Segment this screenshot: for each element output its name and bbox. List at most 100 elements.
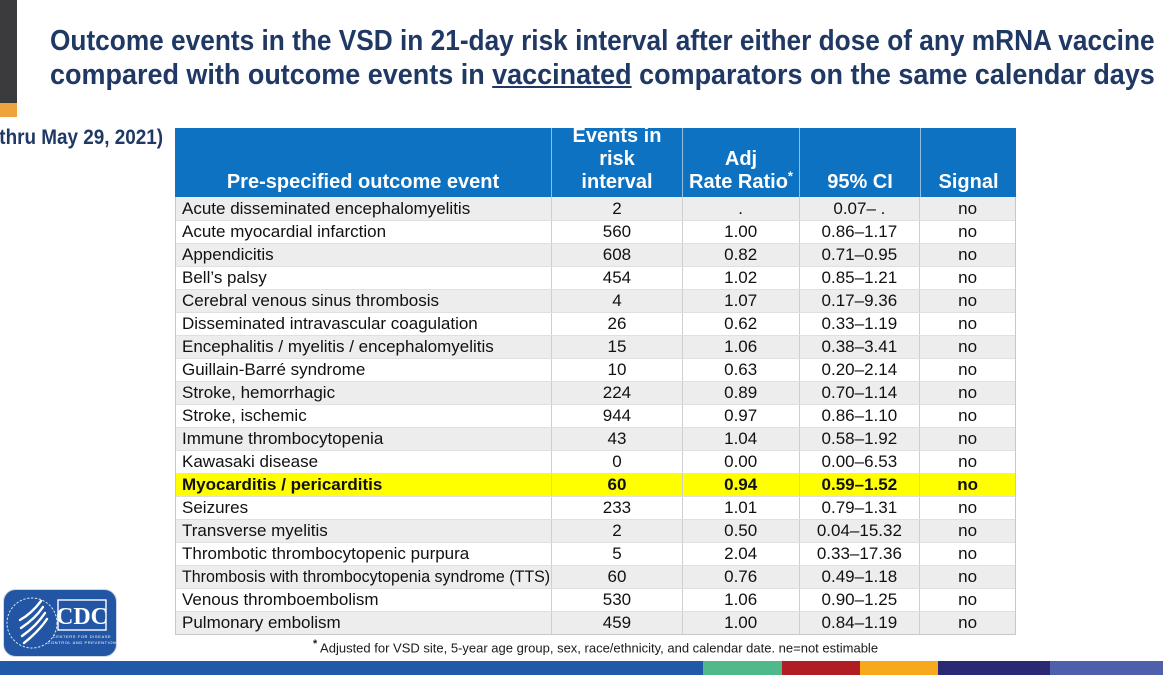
cell-signal: no [919, 451, 1015, 473]
cell-signal: no [919, 382, 1015, 404]
cell-outcome-event: Acute myocardial infarction [182, 222, 387, 241]
cell-signal: no [919, 405, 1015, 427]
cell-events-in-risk-interval: 4 [551, 290, 682, 312]
cell-adj-rate-ratio: 1.06 [681, 336, 799, 358]
cell-outcome-event: Venous thromboembolism [182, 590, 379, 609]
accent-bar-dark [0, 0, 17, 103]
cell-95-ci: 0.33–1.19 [798, 313, 920, 335]
cell-outcome-event: Myocarditis / pericarditis [182, 475, 383, 494]
cell-95-ci: 0.86–1.10 [798, 405, 920, 427]
cell-events-in-risk-interval: 5 [551, 543, 682, 565]
cell-outcome-event: Pulmonary embolism [182, 613, 341, 632]
header-signal: Signal [920, 128, 1016, 197]
cell-signal: no [919, 267, 1015, 289]
cell-adj-rate-ratio: . [681, 197, 799, 220]
cell-outcome-event: Stroke, ischemic [182, 406, 307, 425]
cell-events-in-risk-interval: 233 [551, 497, 682, 519]
slide-title: Outcome events in the VSD in 21-day risk… [50, 24, 1160, 92]
cell-95-ci: 0.04–15.32 [798, 520, 920, 542]
cell-adj-rate-ratio: 1.00 [681, 221, 799, 243]
cell-signal: no [919, 244, 1015, 266]
cell-adj-rate-ratio: 2.04 [681, 543, 799, 565]
cell-95-ci: 0.59–1.52 [798, 474, 920, 496]
cell-95-ci: 0.17–9.36 [798, 290, 920, 312]
table-row: Thrombosis with thrombocytopenia syndrom… [176, 565, 1015, 588]
cell-events-in-risk-interval: 454 [551, 267, 682, 289]
cell-outcome-event: Encephalitis / myelitis / encephalomyeli… [182, 337, 494, 356]
svg-text:CDC: CDC [56, 604, 108, 630]
cell-adj-rate-ratio: 1.06 [681, 589, 799, 611]
header-events-in-risk-interval: Events in risk interval [551, 125, 682, 197]
cell-95-ci: 0.85–1.21 [798, 267, 920, 289]
footer-bar-segment [0, 661, 703, 675]
cell-signal: no [919, 497, 1015, 519]
table-row: Kawasaki disease 0 0.00 0.00–6.53 no [176, 450, 1015, 473]
cell-signal: no [919, 612, 1015, 634]
cell-adj-rate-ratio: 0.97 [681, 405, 799, 427]
table-row: Myocarditis / pericarditis 60 0.94 0.59–… [176, 473, 1015, 496]
cell-95-ci: 0.71–0.95 [798, 244, 920, 266]
cell-events-in-risk-interval: 60 [551, 474, 682, 496]
cell-signal: no [919, 543, 1015, 565]
cell-events-in-risk-interval: 15 [551, 336, 682, 358]
cell-signal: no [919, 313, 1015, 335]
svg-text:CENTERS FOR DISEASE: CENTERS FOR DISEASE [53, 634, 112, 639]
cell-95-ci: 0.33–17.36 [798, 543, 920, 565]
footer-bar-segment [703, 661, 782, 675]
header-pre-specified-outcome-event: Pre-specified outcome event [226, 171, 500, 193]
table-row: Venous thromboembolism 530 1.06 0.90–1.2… [176, 588, 1015, 611]
table-row: Acute myocardial infarction 560 1.00 0.8… [176, 220, 1015, 243]
cell-outcome-event: Cerebral venous sinus thrombosis [182, 291, 440, 310]
table-row: Immune thrombocytopenia 43 1.04 0.58–1.9… [176, 427, 1015, 450]
table-row: Encephalitis / myelitis / encephalomyeli… [176, 335, 1015, 358]
hhs-eagle-icon [6, 597, 58, 649]
table-row: Transverse myelitis 2 0.50 0.04–15.32 no [176, 519, 1015, 542]
cell-adj-rate-ratio: 0.00 [681, 451, 799, 473]
cell-95-ci: 0.38–3.41 [798, 336, 920, 358]
cell-outcome-event: Seizures [182, 498, 249, 517]
cell-signal: no [919, 197, 1015, 220]
cdc-wordmark: CDC CENTERS FOR DISEASE CONTROL AND PREV… [47, 599, 116, 645]
cell-adj-rate-ratio: 0.62 [681, 313, 799, 335]
underlined-word: vaccinated [492, 59, 632, 91]
footer-bar-segment [860, 661, 938, 675]
footer-bar [0, 661, 1163, 675]
cell-signal: no [919, 336, 1015, 358]
table-body: Acute disseminated encephalomyelitis 2 .… [175, 197, 1016, 635]
outcome-events-table: Pre-specified outcome event Events in ri… [175, 125, 1016, 635]
table-row: Pulmonary embolism 459 1.00 0.84–1.19 no [176, 611, 1015, 634]
table-row: Stroke, hemorrhagic 224 0.89 0.70–1.14 n… [176, 381, 1015, 404]
table-row: Acute disseminated encephalomyelitis 2 .… [176, 197, 1015, 220]
cell-outcome-event: Transverse myelitis [182, 521, 328, 540]
accent-bar-orange [0, 103, 17, 117]
cell-signal: no [919, 474, 1015, 496]
cell-events-in-risk-interval: 224 [551, 382, 682, 404]
cell-signal: no [919, 428, 1015, 450]
table-row: Guillain-Barré syndrome 10 0.63 0.20–2.1… [176, 358, 1015, 381]
cell-adj-rate-ratio: 0.94 [681, 474, 799, 496]
table-row: Bell’s palsy 454 1.02 0.85–1.21 no [176, 266, 1015, 289]
cell-outcome-event: Kawasaki disease [182, 452, 319, 471]
svg-text:CONTROL AND PREVENTION: CONTROL AND PREVENTION [47, 640, 116, 645]
cell-signal: no [919, 589, 1015, 611]
cell-signal: no [919, 359, 1015, 381]
cell-95-ci: 0.86–1.17 [798, 221, 920, 243]
cdc-logo: CDC CENTERS FOR DISEASE CONTROL AND PREV… [3, 589, 117, 662]
cell-outcome-event: Thrombosis with thrombocytopenia syndrom… [182, 567, 551, 586]
cell-outcome-event: Appendicitis [182, 245, 274, 264]
footer-bar-segment [1050, 661, 1163, 675]
cell-events-in-risk-interval: 0 [551, 451, 682, 473]
header-95-ci: 95% CI [799, 128, 920, 197]
cell-adj-rate-ratio: 1.04 [681, 428, 799, 450]
cell-events-in-risk-interval: 60 [551, 566, 682, 588]
slide-title-line2: compared with outcome events in vaccinat… [50, 59, 1155, 91]
table-row: Appendicitis 608 0.82 0.71–0.95 no [176, 243, 1015, 266]
table-row: Seizures 233 1.01 0.79–1.31 no [176, 496, 1015, 519]
footnote: * Adjusted for VSD site, 5-year age grou… [312, 638, 879, 656]
cell-outcome-event: Bell’s palsy [182, 268, 267, 287]
cell-events-in-risk-interval: 560 [551, 221, 682, 243]
cell-95-ci: 0.70–1.14 [798, 382, 920, 404]
cell-outcome-event: Guillain-Barré syndrome [182, 360, 366, 379]
cell-95-ci: 0.79–1.31 [798, 497, 920, 519]
